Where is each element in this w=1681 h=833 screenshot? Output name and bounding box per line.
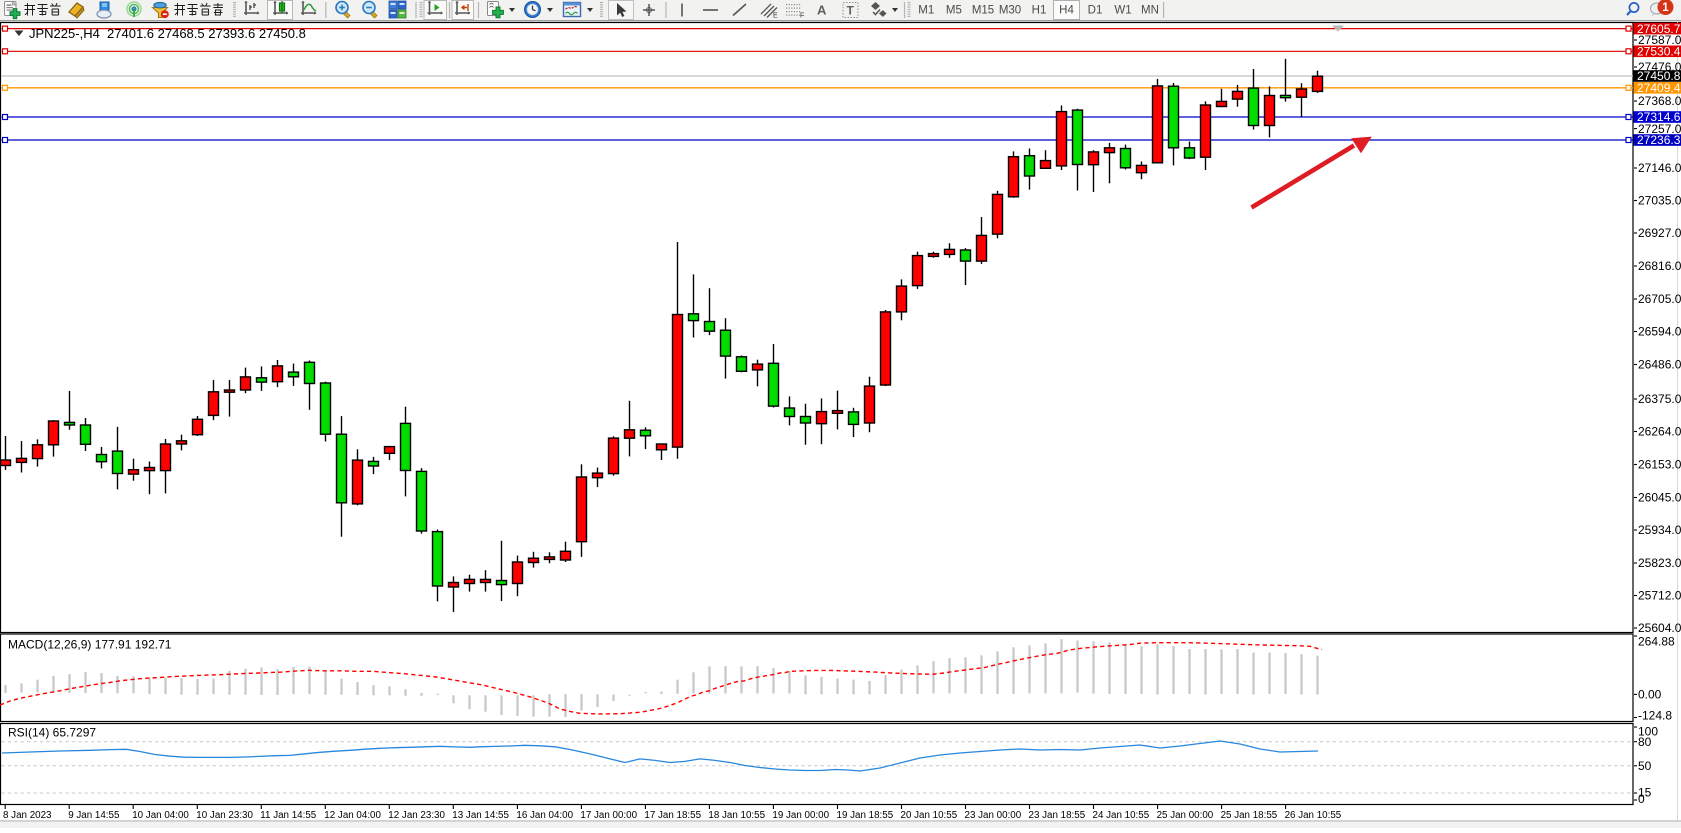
svg-text:M30: M30: [999, 5, 1021, 17]
svg-text:25 Jan 00:00: 25 Jan 00:00: [1157, 810, 1214, 821]
svg-text:19 Jan 18:55: 19 Jan 18:55: [837, 810, 894, 821]
svg-text:19 Jan 00:00: 19 Jan 00:00: [772, 810, 829, 821]
svg-text:27605.7: 27605.7: [1637, 22, 1681, 36]
svg-text:27530.4: 27530.4: [1637, 45, 1681, 59]
svg-text:80: 80: [1638, 735, 1652, 749]
svg-text:0: 0: [1638, 792, 1645, 806]
svg-text:MN: MN: [1141, 5, 1159, 17]
svg-text:27035.0: 27035.0: [1638, 194, 1681, 208]
svg-text:M15: M15: [972, 5, 994, 17]
svg-text:25604.0: 25604.0: [1638, 621, 1681, 635]
svg-text:W1: W1: [1114, 5, 1131, 17]
svg-text:50: 50: [1638, 759, 1652, 773]
svg-text:26816.0: 26816.0: [1638, 259, 1681, 273]
svg-text:25823.0: 25823.0: [1638, 556, 1681, 570]
svg-text:26486.0: 26486.0: [1638, 358, 1681, 372]
svg-text:17 Jan 00:00: 17 Jan 00:00: [580, 810, 637, 821]
svg-text:23 Jan 00:00: 23 Jan 00:00: [965, 810, 1022, 821]
svg-text:A: A: [817, 3, 827, 18]
svg-text:T: T: [847, 4, 855, 18]
svg-text:9 Jan 14:55: 9 Jan 14:55: [68, 810, 120, 821]
svg-text:H1: H1: [1032, 5, 1047, 17]
svg-text:10 Jan 23:30: 10 Jan 23:30: [196, 810, 253, 821]
svg-text:27409.4: 27409.4: [1637, 81, 1681, 95]
svg-text:27368.0: 27368.0: [1638, 94, 1681, 108]
svg-text:MACD(12,26,9) 177.91 192.71: MACD(12,26,9) 177.91 192.71: [8, 638, 172, 652]
svg-text:26375.0: 26375.0: [1638, 392, 1681, 406]
svg-text:264.88: 264.88: [1638, 635, 1675, 649]
svg-text:-124.8: -124.8: [1638, 709, 1672, 723]
svg-text:12 Jan 23:30: 12 Jan 23:30: [388, 810, 445, 821]
svg-text:27314.6: 27314.6: [1637, 110, 1681, 124]
svg-text:23 Jan 18:55: 23 Jan 18:55: [1029, 810, 1086, 821]
svg-text:26594.0: 26594.0: [1638, 325, 1681, 339]
svg-text:H4: H4: [1059, 5, 1074, 17]
svg-text:26 Jan 10:55: 26 Jan 10:55: [1285, 810, 1342, 821]
svg-text:20 Jan 10:55: 20 Jan 10:55: [901, 810, 958, 821]
svg-text:26153.0: 26153.0: [1638, 458, 1681, 472]
svg-text:10 Jan 04:00: 10 Jan 04:00: [132, 810, 189, 821]
svg-text:25712.0: 25712.0: [1638, 589, 1681, 603]
svg-text:17 Jan 18:55: 17 Jan 18:55: [644, 810, 701, 821]
svg-text:24 Jan 10:55: 24 Jan 10:55: [1093, 810, 1150, 821]
svg-text:16 Jan 04:00: 16 Jan 04:00: [516, 810, 573, 821]
svg-text:8 Jan 2023: 8 Jan 2023: [3, 810, 52, 821]
svg-text:M1: M1: [918, 5, 934, 17]
svg-text:12 Jan 04:00: 12 Jan 04:00: [324, 810, 381, 821]
svg-text:25 Jan 18:55: 25 Jan 18:55: [1221, 810, 1278, 821]
svg-text:1: 1: [1662, 2, 1669, 14]
svg-text:M5: M5: [946, 5, 962, 17]
svg-text:13 Jan 14:55: 13 Jan 14:55: [452, 810, 509, 821]
svg-text:26927.0: 26927.0: [1638, 226, 1681, 240]
svg-text:27236.3: 27236.3: [1637, 133, 1681, 147]
svg-text:E: E: [773, 13, 778, 20]
svg-text:18 Jan 10:55: 18 Jan 10:55: [708, 810, 765, 821]
svg-text:25934.0: 25934.0: [1638, 523, 1681, 537]
svg-text:F: F: [800, 13, 804, 20]
svg-text:11 Jan 14:55: 11 Jan 14:55: [260, 810, 316, 821]
svg-text:26264.0: 26264.0: [1638, 425, 1681, 439]
svg-text:26705.0: 26705.0: [1638, 292, 1681, 306]
svg-text:26045.0: 26045.0: [1638, 491, 1681, 505]
svg-text:RSI(14) 65.7297: RSI(14) 65.7297: [8, 726, 96, 740]
svg-text:JPN225-,H4 27401.6 27468.5 27: JPN225-,H4 27401.6 27468.5 27393.6 27450…: [29, 26, 306, 41]
svg-text:27146.0: 27146.0: [1638, 161, 1681, 175]
svg-text:D1: D1: [1088, 5, 1103, 17]
svg-text:0.00: 0.00: [1638, 688, 1662, 702]
